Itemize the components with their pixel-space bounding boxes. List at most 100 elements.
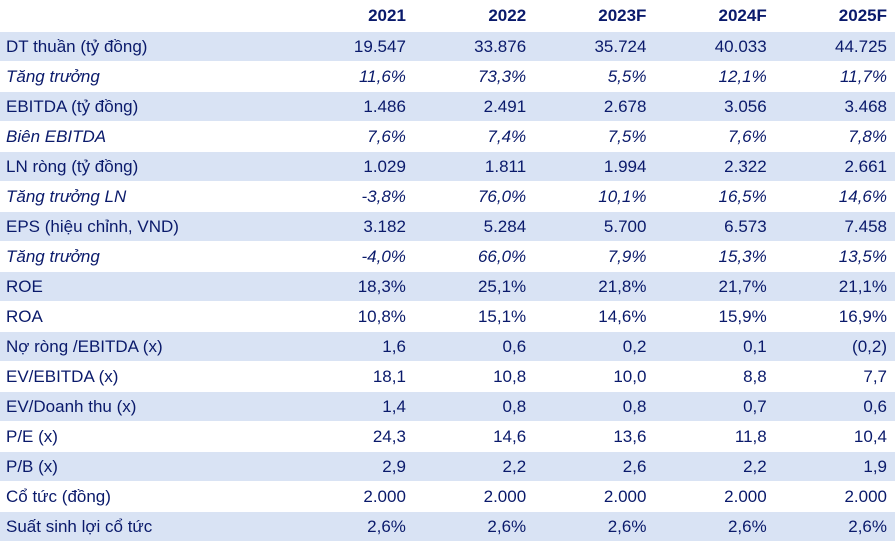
- value-cell: 15,1%: [414, 302, 534, 332]
- value-cell: 2,2: [654, 452, 774, 482]
- value-cell: 16,9%: [775, 302, 895, 332]
- row-label: Tăng trưởng: [0, 242, 294, 272]
- value-cell: 0,7: [654, 392, 774, 422]
- value-cell: 8,8: [654, 362, 774, 392]
- value-cell: 24,3: [294, 422, 414, 452]
- header-year-2021: 2021: [294, 0, 414, 32]
- row-label: DT thuần (tỷ đồng): [0, 32, 294, 62]
- value-cell: 11,7%: [775, 62, 895, 92]
- value-cell: 25,1%: [414, 272, 534, 302]
- value-cell: 7,6%: [654, 122, 774, 152]
- value-cell: 5.284: [414, 212, 534, 242]
- value-cell: 2.322: [654, 152, 774, 182]
- value-cell: 2.000: [775, 482, 895, 512]
- value-cell: 1.486: [294, 92, 414, 122]
- value-cell: 2,2: [414, 452, 534, 482]
- value-cell: 66,0%: [414, 242, 534, 272]
- value-cell: 0,8: [534, 392, 654, 422]
- value-cell: 11,6%: [294, 62, 414, 92]
- value-cell: 5.700: [534, 212, 654, 242]
- value-cell: 2.000: [534, 482, 654, 512]
- header-row: 2021 2022 2023F 2024F 2025F: [0, 0, 895, 32]
- value-cell: 35.724: [534, 32, 654, 62]
- value-cell: -3,8%: [294, 182, 414, 212]
- value-cell: 76,0%: [414, 182, 534, 212]
- value-cell: 3.468: [775, 92, 895, 122]
- value-cell: 5,5%: [534, 62, 654, 92]
- header-year-2025f: 2025F: [775, 0, 895, 32]
- value-cell: 2,6%: [534, 512, 654, 541]
- value-cell: 15,3%: [654, 242, 774, 272]
- value-cell: 19.547: [294, 32, 414, 62]
- value-cell: 73,3%: [414, 62, 534, 92]
- value-cell: 2.000: [414, 482, 534, 512]
- value-cell: 14,6%: [534, 302, 654, 332]
- row-label: Tăng trưởng: [0, 62, 294, 92]
- value-cell: 0,1: [654, 332, 774, 362]
- row-label: Cổ tức (đồng): [0, 482, 294, 512]
- value-cell: 40.033: [654, 32, 774, 62]
- value-cell: 10,4: [775, 422, 895, 452]
- value-cell: (0,2): [775, 332, 895, 362]
- value-cell: 16,5%: [654, 182, 774, 212]
- header-year-2023f: 2023F: [534, 0, 654, 32]
- value-cell: 21,7%: [654, 272, 774, 302]
- value-cell: 10,8%: [294, 302, 414, 332]
- value-cell: 33.876: [414, 32, 534, 62]
- value-cell: 7,6%: [294, 122, 414, 152]
- row-label: LN ròng (tỷ đồng): [0, 152, 294, 182]
- row-label: Suất sinh lợi cổ tức: [0, 512, 294, 541]
- value-cell: 0,8: [414, 392, 534, 422]
- row-label: Nợ ròng /EBITDA (x): [0, 332, 294, 362]
- value-cell: 7,8%: [775, 122, 895, 152]
- value-cell: -4,0%: [294, 242, 414, 272]
- value-cell: 7.458: [775, 212, 895, 242]
- value-cell: 15,9%: [654, 302, 774, 332]
- value-cell: 2.491: [414, 92, 534, 122]
- value-cell: 7,5%: [534, 122, 654, 152]
- value-cell: 1.029: [294, 152, 414, 182]
- value-cell: 1.994: [534, 152, 654, 182]
- value-cell: 7,7: [775, 362, 895, 392]
- value-cell: 0,6: [414, 332, 534, 362]
- value-cell: 10,0: [534, 362, 654, 392]
- value-cell: 1,4: [294, 392, 414, 422]
- row-label: EPS (hiệu chỉnh, VND): [0, 212, 294, 242]
- value-cell: 6.573: [654, 212, 774, 242]
- value-cell: 3.056: [654, 92, 774, 122]
- row-label: P/E (x): [0, 422, 294, 452]
- value-cell: 14,6: [414, 422, 534, 452]
- value-cell: 10,1%: [534, 182, 654, 212]
- value-cell: 7,4%: [414, 122, 534, 152]
- value-cell: 2.678: [534, 92, 654, 122]
- value-cell: 2.000: [654, 482, 774, 512]
- value-cell: 1,9: [775, 452, 895, 482]
- value-cell: 1,6: [294, 332, 414, 362]
- row-label: Tăng trưởng LN: [0, 182, 294, 212]
- value-cell: 11,8: [654, 422, 774, 452]
- header-year-2022: 2022: [414, 0, 534, 32]
- value-cell: 2,9: [294, 452, 414, 482]
- value-cell: 1.811: [414, 152, 534, 182]
- value-cell: 10,8: [414, 362, 534, 392]
- value-cell: 7,9%: [534, 242, 654, 272]
- value-cell: 2,6%: [294, 512, 414, 541]
- row-label: EBITDA (tỷ đồng): [0, 92, 294, 122]
- value-cell: 2,6%: [654, 512, 774, 541]
- table-row: Tăng trưởng-4,0%66,0%7,9%15,3%13,5%: [0, 242, 895, 272]
- value-cell: 2,6%: [414, 512, 534, 541]
